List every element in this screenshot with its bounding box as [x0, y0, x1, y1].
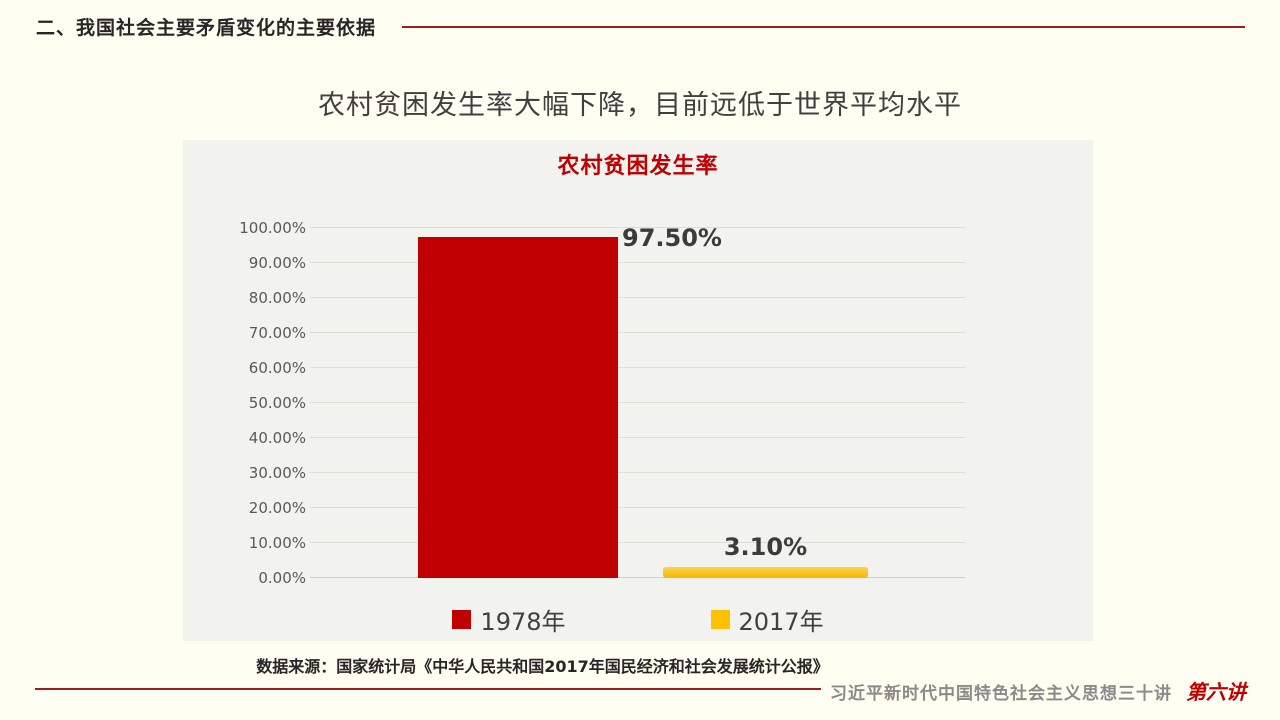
- y-tick-label: 80.00%: [248, 289, 306, 307]
- gridline: [310, 332, 965, 333]
- slide-title: 农村贫困发生率大幅下降，目前远低于世界平均水平: [318, 90, 962, 121]
- legend-item-1978[interactable]: 1978年: [452, 602, 566, 637]
- legend: 1978年 2017年: [183, 602, 1093, 637]
- footer: 习近平新时代中国特色社会主义思想三十讲 第六讲: [830, 676, 1246, 705]
- section-title: 二、我国社会主要矛盾变化的主要依据: [36, 17, 377, 39]
- bar-1978: [418, 236, 618, 578]
- y-tick-label: 40.00%: [248, 429, 306, 447]
- y-tick-label: 0.00%: [258, 569, 306, 587]
- legend-label-2017: 2017年: [738, 608, 824, 636]
- header-rule: [402, 26, 1245, 28]
- data-label-2017: 3.10%: [723, 533, 808, 562]
- gridline: [310, 227, 965, 228]
- plot-area: 97.50% 3.10%: [310, 224, 965, 578]
- data-source: 数据来源：国家统计局《中华人民共和国2017年国民经济和社会发展统计公报》: [256, 657, 829, 676]
- y-axis: 100.00% 90.00% 80.00% 70.00% 60.00% 50.00% 40.…: [203, 219, 306, 587]
- gridline: [310, 262, 965, 263]
- gridline: [310, 542, 965, 543]
- legend-swatch-1978: [452, 610, 472, 629]
- chart-panel: 农村贫困发生率 100.00% 90.00% 80.00% 70.00% 60.00% 5…: [183, 140, 1093, 641]
- gridline: [310, 507, 965, 508]
- lecture-badge: 第六讲: [1186, 680, 1246, 704]
- bar-2017: [663, 567, 868, 578]
- gridline: [310, 437, 965, 438]
- gridline: [310, 472, 965, 473]
- footer-rule: [35, 688, 821, 690]
- y-tick-label: 20.00%: [248, 499, 306, 517]
- legend-swatch-2017: [710, 610, 730, 629]
- y-tick-label: 10.00%: [248, 534, 306, 552]
- y-tick-label: 30.00%: [248, 464, 306, 482]
- y-tick-label: 60.00%: [248, 359, 306, 377]
- y-tick-label: 100.00%: [239, 219, 306, 237]
- chart-title: 农村贫困发生率: [557, 154, 719, 179]
- data-label-1978: 97.50%: [622, 223, 722, 252]
- gridline: [310, 367, 965, 368]
- course-title: 习近平新时代中国特色社会主义思想三十讲: [830, 684, 1172, 704]
- y-tick-label: 50.00%: [248, 394, 306, 412]
- legend-label-1978: 1978年: [480, 608, 566, 636]
- y-tick-label: 70.00%: [248, 324, 306, 342]
- gridline: [310, 577, 965, 578]
- gridline: [310, 297, 965, 298]
- gridline: [310, 402, 965, 403]
- y-tick-label: 90.00%: [248, 254, 306, 272]
- legend-item-2017[interactable]: 2017年: [710, 602, 824, 637]
